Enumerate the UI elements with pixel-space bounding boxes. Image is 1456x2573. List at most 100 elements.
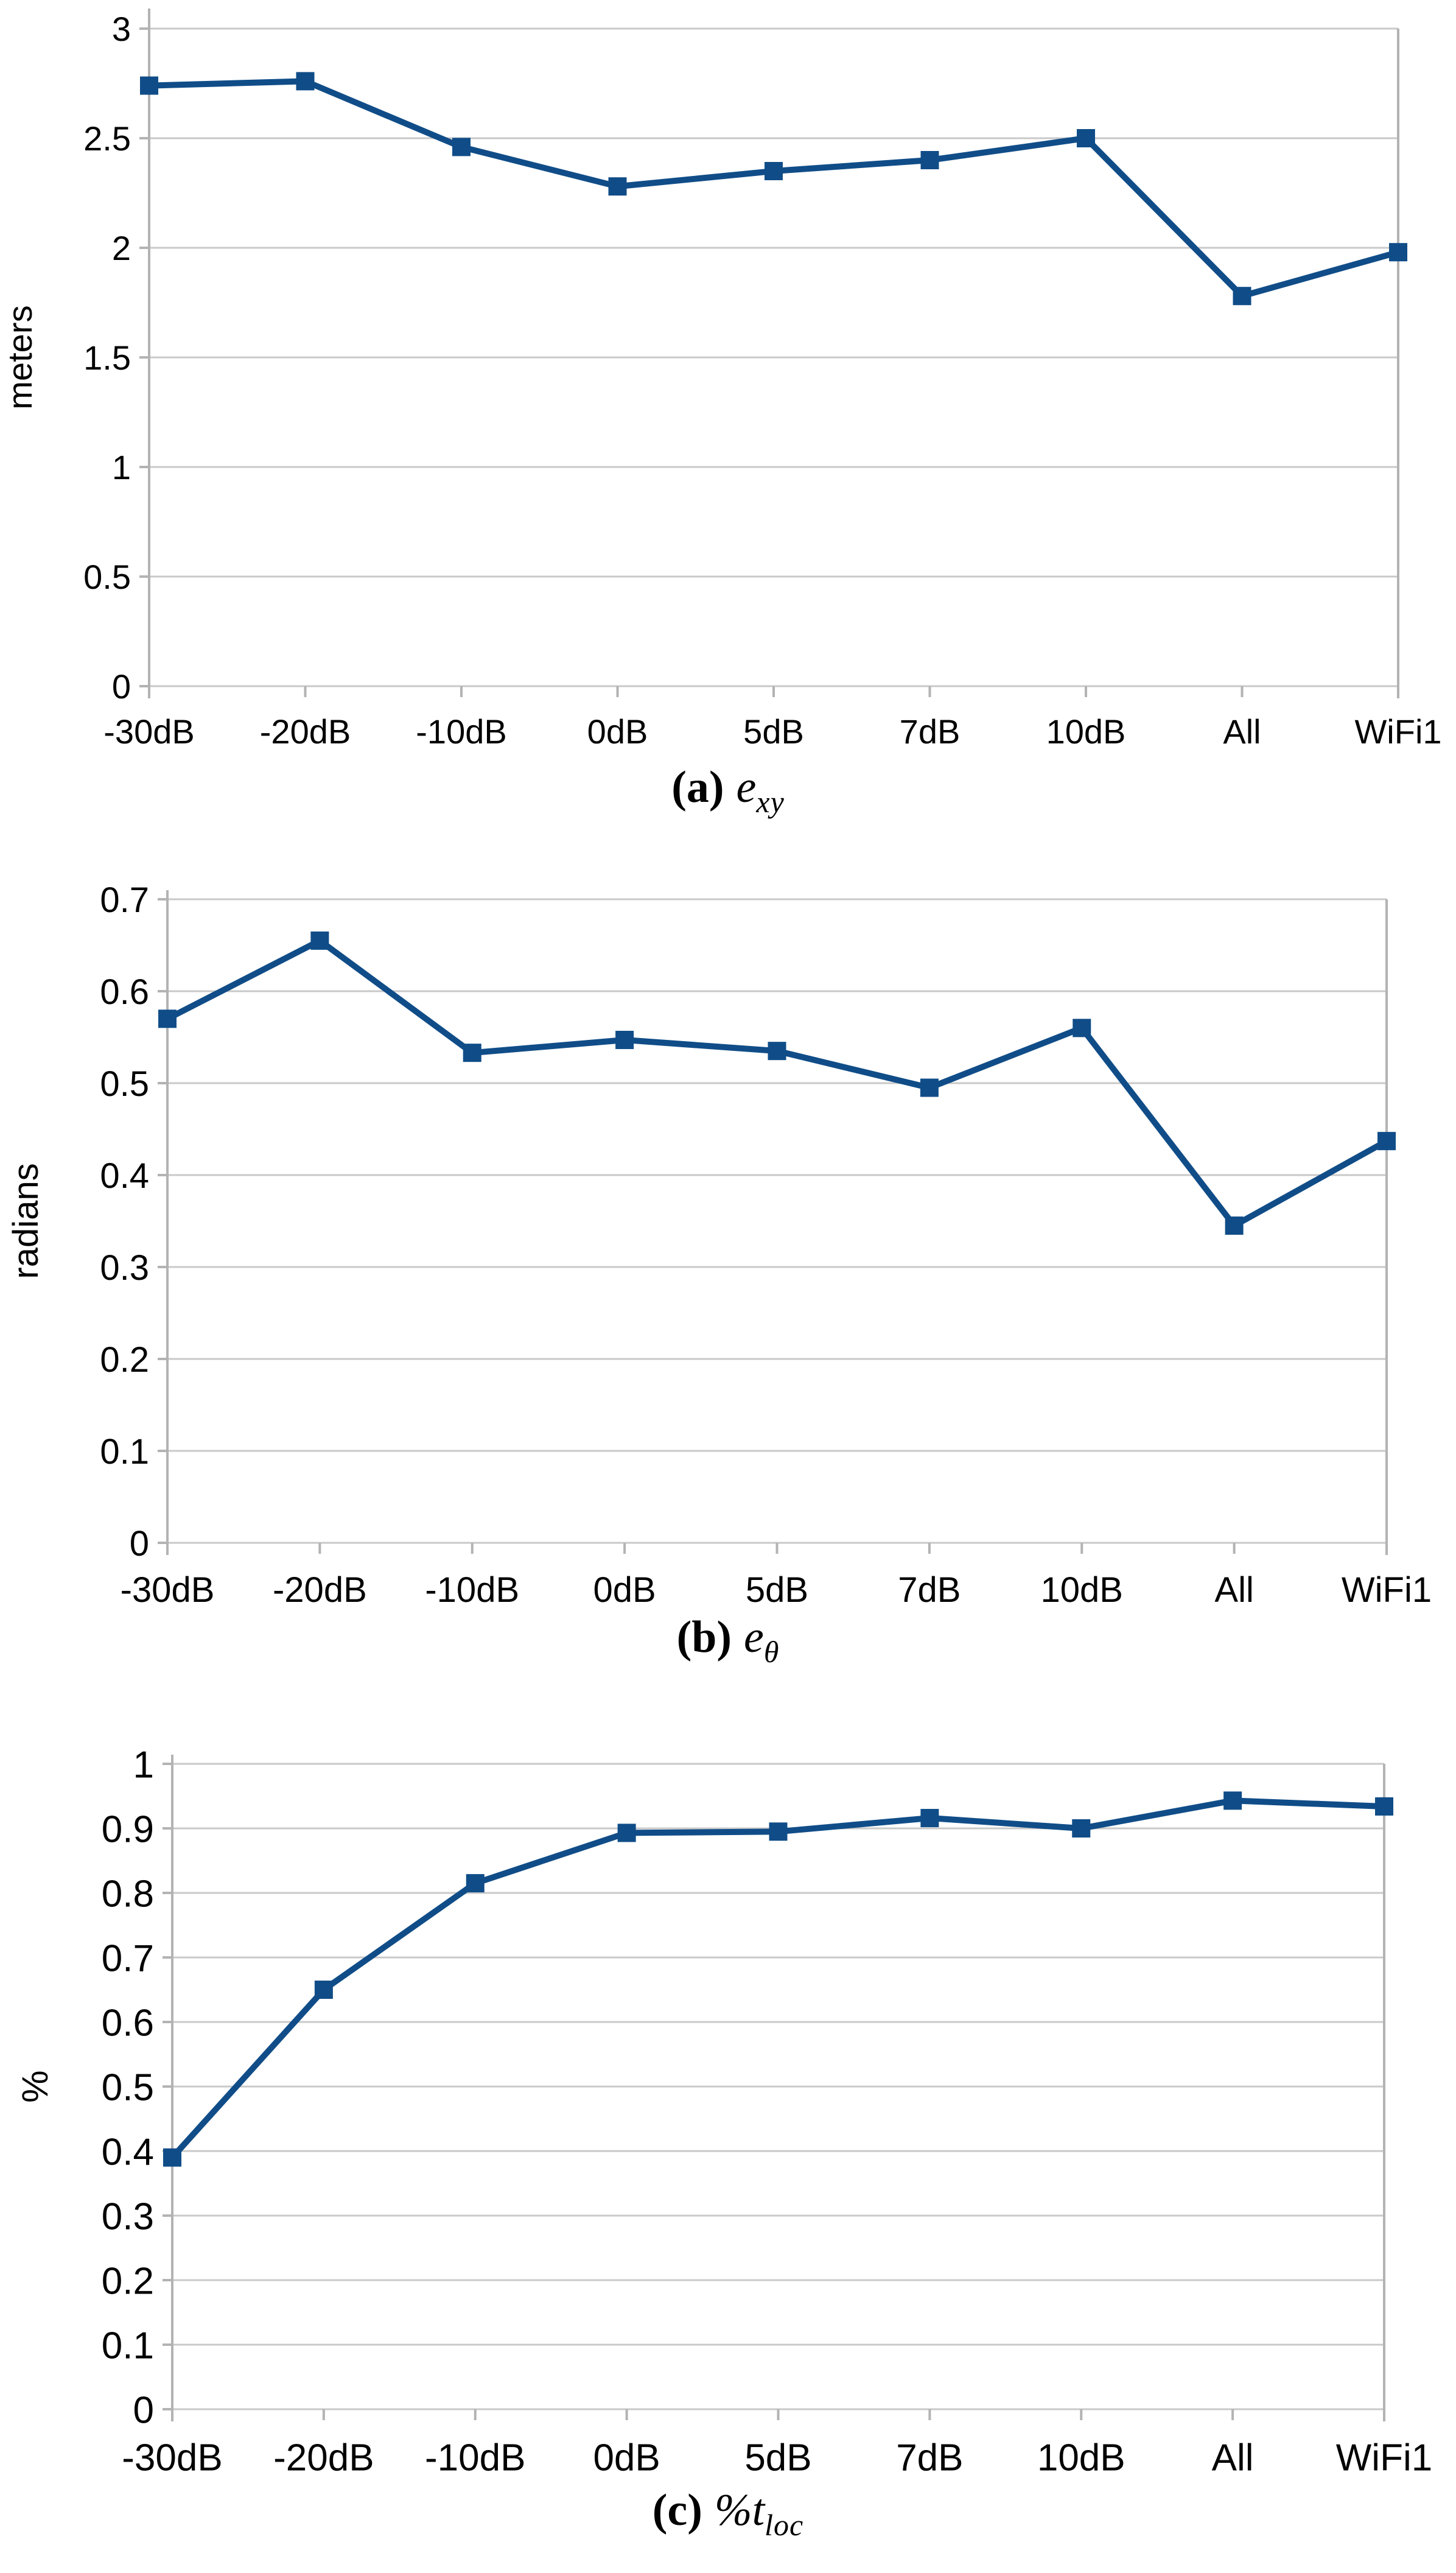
data-point-marker <box>163 2148 181 2167</box>
y-tick-label: 0.3 <box>100 1248 149 1288</box>
x-tick-label: -20dB <box>273 2437 374 2479</box>
data-point-marker <box>920 1078 939 1097</box>
y-tick-label: 0.2 <box>100 1340 149 1380</box>
y-tick-label: 0.2 <box>102 2260 154 2302</box>
data-point-marker <box>1375 1797 1393 1816</box>
x-tick-label: All <box>1214 1570 1253 1610</box>
y-tick-label: 2 <box>112 229 131 267</box>
y-tick-label: 0.4 <box>102 2131 154 2173</box>
data-point-marker <box>768 1042 786 1061</box>
x-tick-label: 0dB <box>587 712 648 751</box>
y-axis-title: % <box>15 2070 55 2102</box>
data-point-marker <box>1072 1819 1091 1838</box>
data-point-marker <box>1389 243 1407 262</box>
x-tick-label: -30dB <box>103 712 194 751</box>
data-point-marker <box>615 1031 634 1050</box>
data-line <box>169 1797 1387 2161</box>
y-tick-label: 0.1 <box>102 2325 154 2367</box>
data-point-marker <box>765 162 783 180</box>
caption-a-subscript: xy <box>756 785 785 819</box>
data-point-marker <box>1077 129 1095 147</box>
data-point-marker <box>608 177 627 196</box>
y-axis-title: radians <box>6 1163 46 1279</box>
caption-c-subscript: loc <box>765 2508 804 2542</box>
caption-a-symbol: e <box>736 762 757 812</box>
data-point-marker <box>1377 1132 1396 1151</box>
y-tick-label: 0.7 <box>102 1937 154 1979</box>
y-tick-label: 1.5 <box>83 339 131 377</box>
y-tick-label: 1 <box>133 1744 154 1786</box>
data-point-marker <box>158 1009 177 1028</box>
caption-c-index: (c) <box>652 2485 702 2535</box>
x-tick-label: -30dB <box>122 2437 222 2479</box>
data-point-marker <box>296 72 315 91</box>
data-point-marker <box>1225 1216 1244 1235</box>
caption-b: (b) eθ <box>0 1615 1456 1667</box>
data-point-marker <box>769 1822 788 1841</box>
y-tick-label: 0.1 <box>100 1432 149 1472</box>
x-tick-label: -20dB <box>260 712 351 751</box>
data-point-marker <box>140 76 158 95</box>
data-point-marker <box>617 1824 636 1842</box>
caption-b-subscript: θ <box>763 1635 780 1669</box>
x-tick-label: -20dB <box>273 1570 367 1610</box>
data-point-marker <box>466 1874 485 1893</box>
x-tick-label: 10dB <box>1037 2437 1125 2479</box>
chart-b: 0.7 0.6 0.5 0.4 0.3 0.2 0.1 0 -30dB -20dB -10dB 0dB… <box>6 880 1432 1610</box>
y-tick-label: 3 <box>112 10 131 48</box>
y-axis-title: meters <box>1 305 39 409</box>
x-tick-label: 10dB <box>1046 712 1126 751</box>
caption-b-index: (b) <box>676 1612 732 1662</box>
data-point-marker <box>314 1981 333 1999</box>
y-tick-label: 0.5 <box>102 2066 154 2108</box>
caption-c: (c) %tloc <box>0 2488 1456 2540</box>
x-tick-label: -10dB <box>416 712 506 751</box>
x-tick-label: -30dB <box>121 1570 215 1610</box>
x-tick-label: WiFi1 <box>1336 2437 1432 2479</box>
caption-c-symbol: %t <box>714 2485 765 2535</box>
x-tick-label: 10dB <box>1041 1570 1123 1610</box>
y-tick-label: 1 <box>112 448 131 486</box>
data-point-marker <box>1233 287 1251 306</box>
data-point-marker <box>310 931 329 950</box>
data-point-marker <box>452 138 471 156</box>
data-point-marker <box>1223 1791 1242 1810</box>
x-tick-label: 0dB <box>593 1570 656 1610</box>
y-tick-label: 0.7 <box>100 880 149 920</box>
x-tick-label: WiFi1 <box>1354 712 1441 751</box>
x-tick-label: 5dB <box>746 1570 808 1610</box>
x-tick-label: All <box>1212 2437 1254 2479</box>
y-tick-label: 0 <box>133 2389 154 2431</box>
chart-c: 1 0.9 0.8 0.7 0.6 0.5 0.4 0.3 0.2 0.1 0 -30dB -20dB -… <box>15 1744 1432 2479</box>
y-tick-label: 0.5 <box>83 558 131 596</box>
caption-a: (a) exy <box>0 765 1456 817</box>
y-tick-label: 0.6 <box>100 972 149 1012</box>
x-tick-label: 5dB <box>743 712 804 751</box>
x-tick-label: 7dB <box>896 2437 963 2479</box>
x-tick-label: -10dB <box>425 1570 519 1610</box>
y-tick-label: 0.4 <box>100 1156 149 1196</box>
x-tick-label: 0dB <box>593 2437 660 2479</box>
y-tick-label: 0.3 <box>102 2196 154 2238</box>
y-tick-label: 0.8 <box>102 1873 154 1915</box>
data-point-marker <box>463 1044 481 1062</box>
y-tick-label: 2.5 <box>83 119 131 158</box>
x-tick-label: 7dB <box>900 712 961 751</box>
y-tick-label: 0.9 <box>102 1808 154 1850</box>
caption-a-index: (a) <box>671 762 724 812</box>
x-tick-label: -10dB <box>425 2437 525 2479</box>
x-tick-label: 7dB <box>898 1570 961 1610</box>
data-point-marker <box>1073 1019 1091 1037</box>
x-tick-label: All <box>1223 712 1261 751</box>
y-tick-label: 0 <box>130 1524 149 1564</box>
y-tick-label: 0.5 <box>100 1064 149 1104</box>
chart-a: 3 2.5 2 1.5 1 0.5 0 -30dB -20dB -10dB 0dB 5dB 7dB 10d… <box>1 9 1442 751</box>
y-tick-label: 0.6 <box>102 2002 154 2044</box>
y-tick-label: 0 <box>112 667 131 706</box>
x-tick-label: WiFi1 <box>1342 1570 1432 1610</box>
data-point-marker <box>920 151 939 169</box>
data-point-marker <box>920 1809 939 1828</box>
caption-b-symbol: e <box>744 1612 764 1662</box>
